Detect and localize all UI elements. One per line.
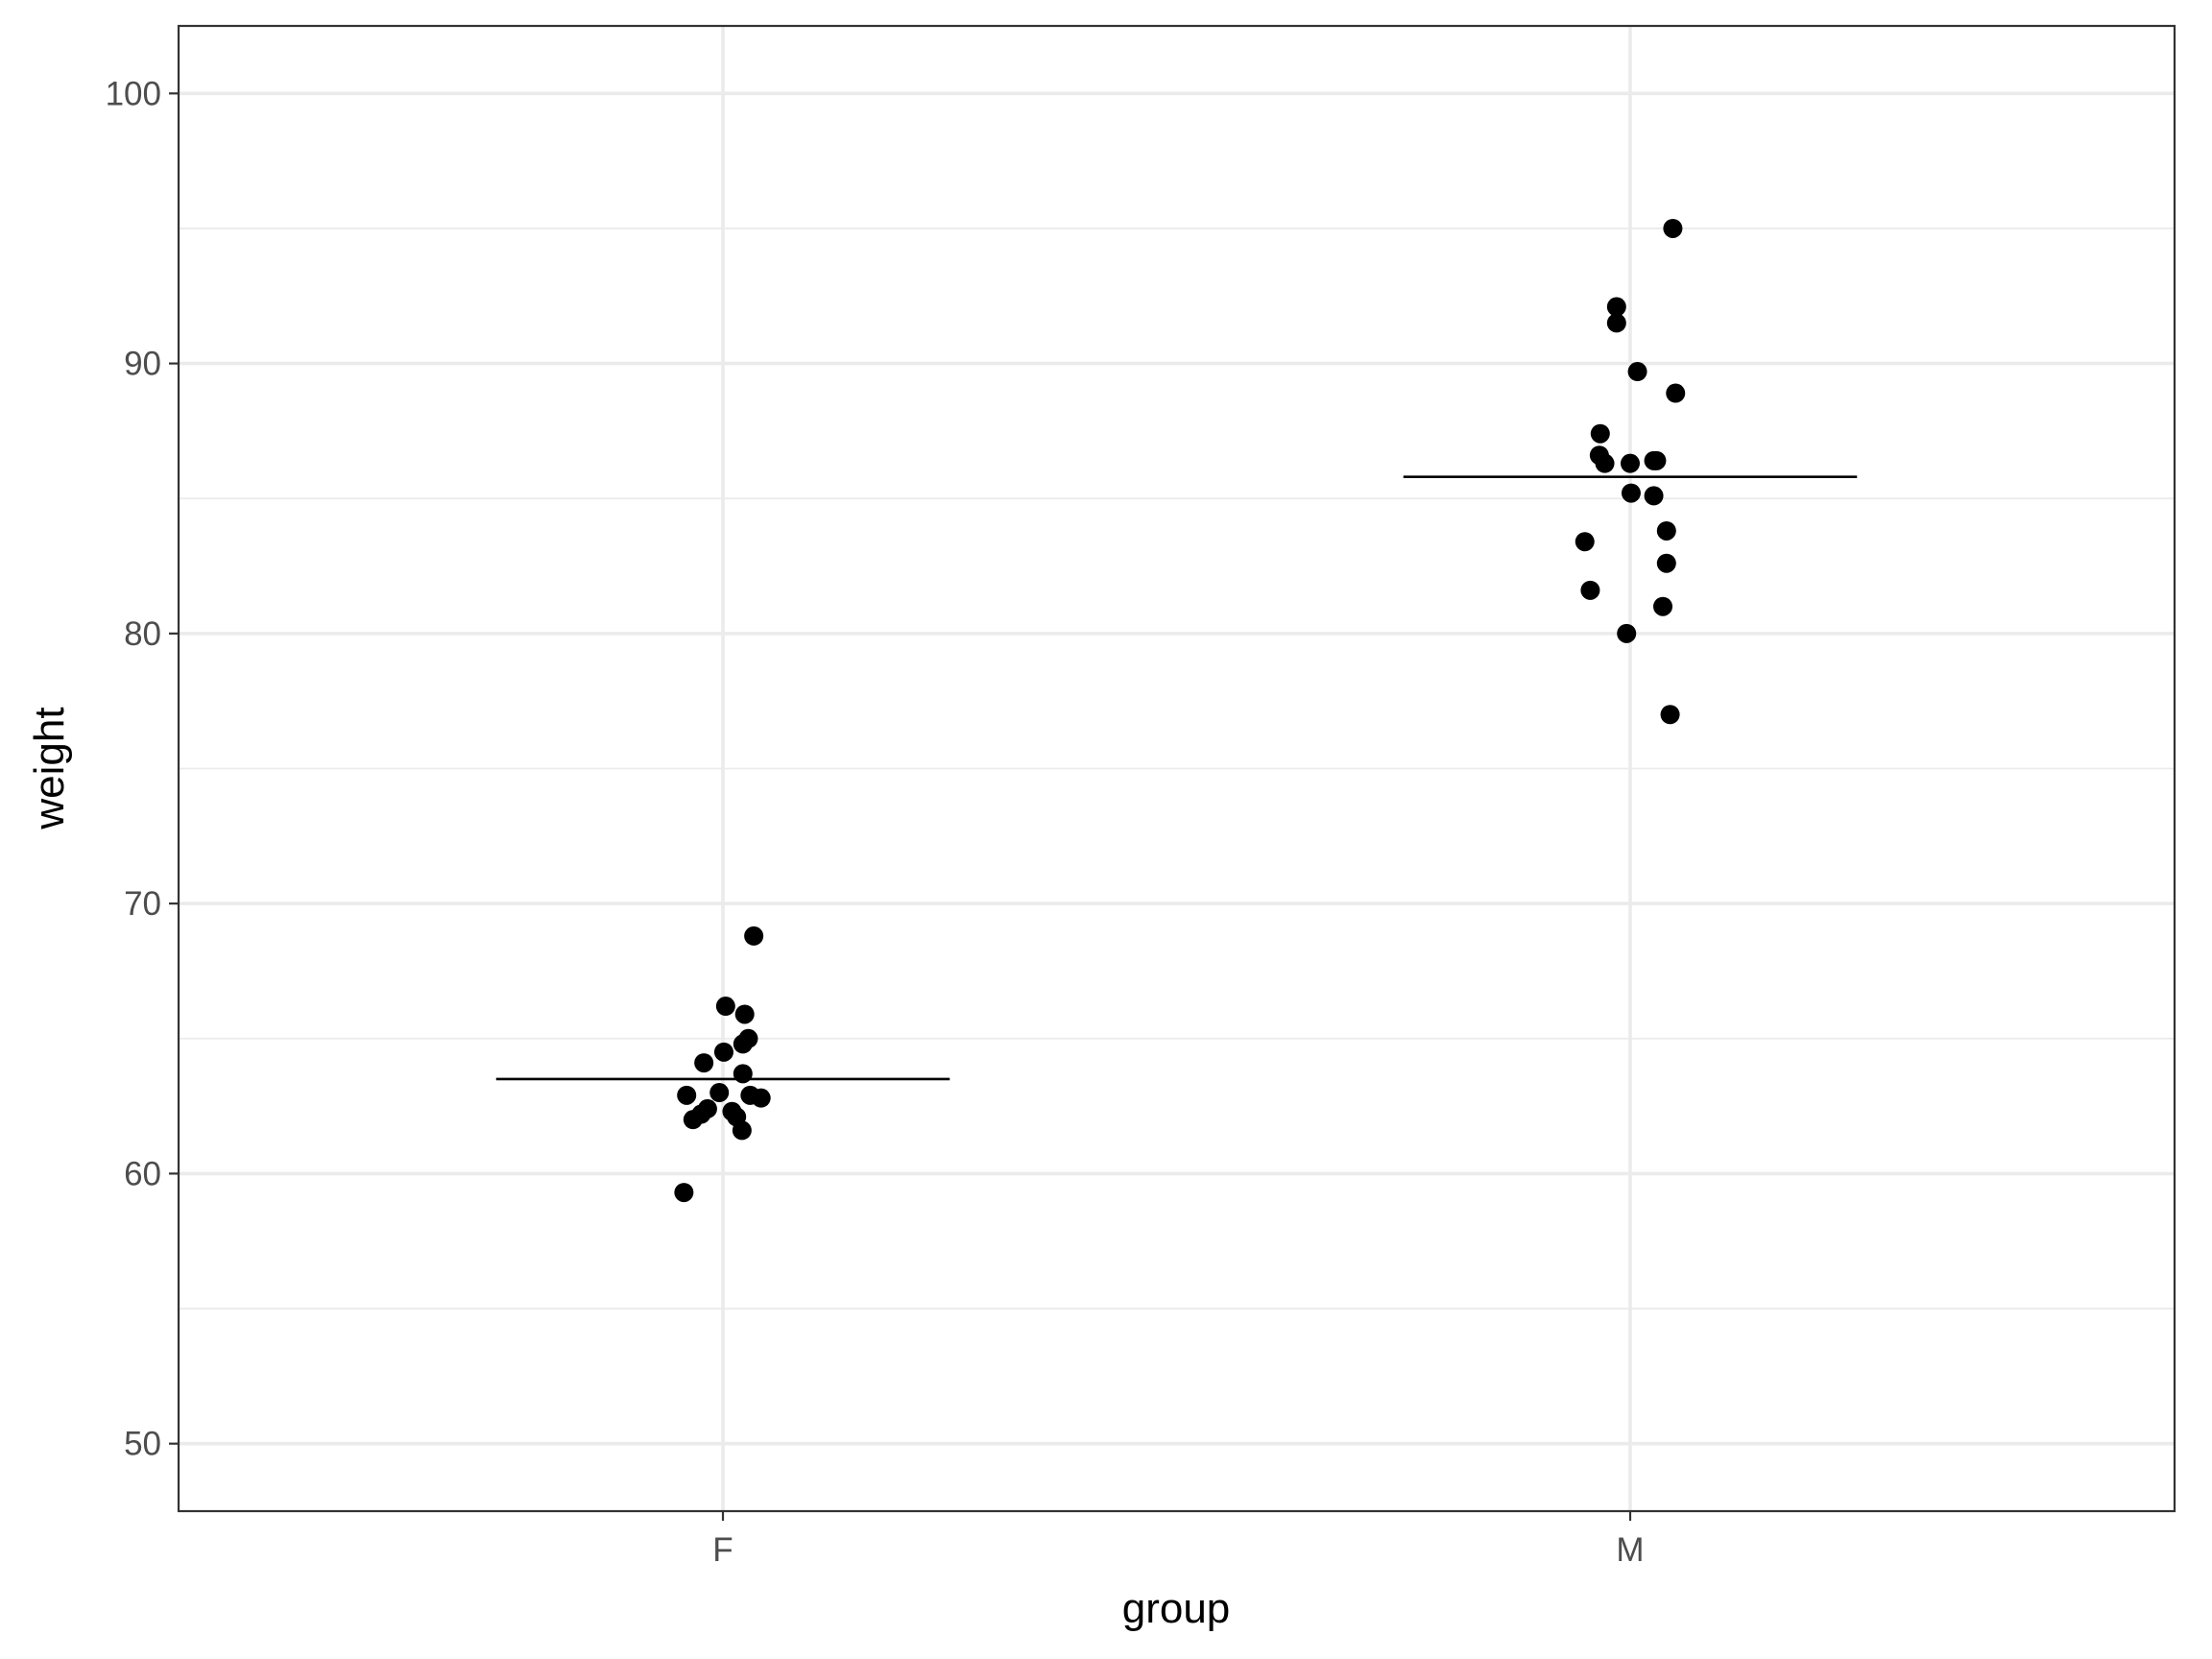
data-point-F: [732, 1120, 752, 1141]
grid-layer: [179, 26, 2175, 1511]
data-point-M: [1621, 453, 1640, 473]
data-points: [674, 218, 1686, 1203]
data-point-M: [1575, 532, 1595, 552]
data-point-M: [1606, 313, 1626, 333]
data-point-F: [744, 926, 764, 946]
y-tick-label: 70: [124, 885, 161, 923]
data-point-M: [1656, 520, 1676, 541]
data-point-M: [1666, 383, 1686, 403]
data-point-M: [1617, 623, 1637, 643]
data-point-M: [1580, 580, 1600, 600]
y-tick-label: 50: [124, 1426, 161, 1463]
data-point-M: [1644, 486, 1664, 506]
data-point-F: [733, 1034, 753, 1054]
data-point-F: [734, 1004, 755, 1024]
data-point-F: [751, 1088, 771, 1108]
data-point-F: [683, 1110, 703, 1130]
plot-panel-border: [177, 24, 2176, 1513]
y-tick-label: 80: [124, 615, 161, 653]
x-tick-label: M: [1616, 1531, 1644, 1569]
data-point-M: [1660, 705, 1680, 725]
y-tick-label: 60: [124, 1155, 161, 1192]
data-point-M: [1606, 297, 1626, 317]
x-axis-title: group: [1122, 1585, 1231, 1632]
data-point-F: [677, 1085, 697, 1105]
data-point-M: [1653, 596, 1673, 616]
data-point-M: [1627, 362, 1647, 382]
y-axis-title: weight: [26, 707, 73, 830]
data-point-M: [1663, 218, 1683, 238]
data-point-F: [713, 1042, 733, 1062]
data-point-F: [709, 1083, 730, 1103]
data-point-M: [1621, 483, 1641, 503]
data-point-M: [1590, 423, 1610, 444]
data-point-F: [715, 997, 735, 1017]
data-point-F: [733, 1064, 753, 1084]
data-point-F: [674, 1183, 694, 1203]
data-point-M: [1595, 453, 1615, 473]
mean-lines: [495, 475, 1858, 1081]
x-tick-label: F: [712, 1531, 733, 1569]
y-tick-label: 90: [124, 346, 161, 383]
data-point-F: [694, 1053, 714, 1073]
axes: 50 60 70 80 90 100 F M: [106, 75, 1645, 1569]
data-point-M: [1656, 553, 1676, 573]
y-tick-label: 100: [106, 75, 161, 112]
data-point-M: [1647, 450, 1667, 470]
